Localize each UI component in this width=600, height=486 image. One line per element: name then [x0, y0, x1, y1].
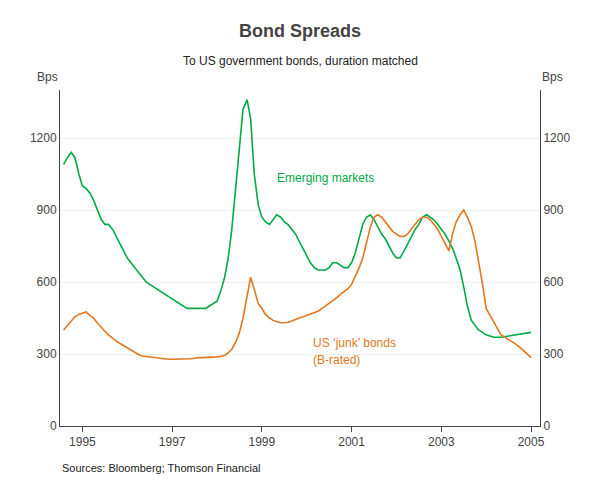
svg-text:0: 0 [50, 419, 57, 433]
svg-text:1995: 1995 [69, 435, 96, 449]
svg-text:300: 300 [37, 347, 57, 361]
svg-text:Bond Spreads: Bond Spreads [239, 21, 361, 41]
svg-text:600: 600 [543, 275, 563, 289]
svg-text:To US government bonds, durati: To US government bonds, duration matched [183, 54, 418, 68]
svg-text:0: 0 [543, 419, 550, 433]
svg-text:2003: 2003 [428, 435, 455, 449]
svg-text:Bps: Bps [37, 70, 58, 84]
svg-text:900: 900 [37, 203, 57, 217]
svg-text:1200: 1200 [543, 131, 570, 145]
svg-text:2001: 2001 [338, 435, 365, 449]
svg-text:1200: 1200 [30, 131, 57, 145]
svg-text:300: 300 [543, 347, 563, 361]
svg-text:2005: 2005 [518, 435, 545, 449]
svg-text:Emerging markets: Emerging markets [277, 171, 374, 185]
svg-text:Bps: Bps [542, 70, 563, 84]
svg-text:US ‘junk’ bonds: US ‘junk’ bonds [313, 336, 396, 350]
svg-text:1997: 1997 [159, 435, 186, 449]
svg-text:900: 900 [543, 203, 563, 217]
svg-text:600: 600 [37, 275, 57, 289]
svg-text:1999: 1999 [249, 435, 276, 449]
svg-text:Sources: Bloomberg; Thomson Fi: Sources: Bloomberg; Thomson Financial [62, 462, 261, 474]
svg-text:(B-rated): (B-rated) [313, 353, 360, 367]
